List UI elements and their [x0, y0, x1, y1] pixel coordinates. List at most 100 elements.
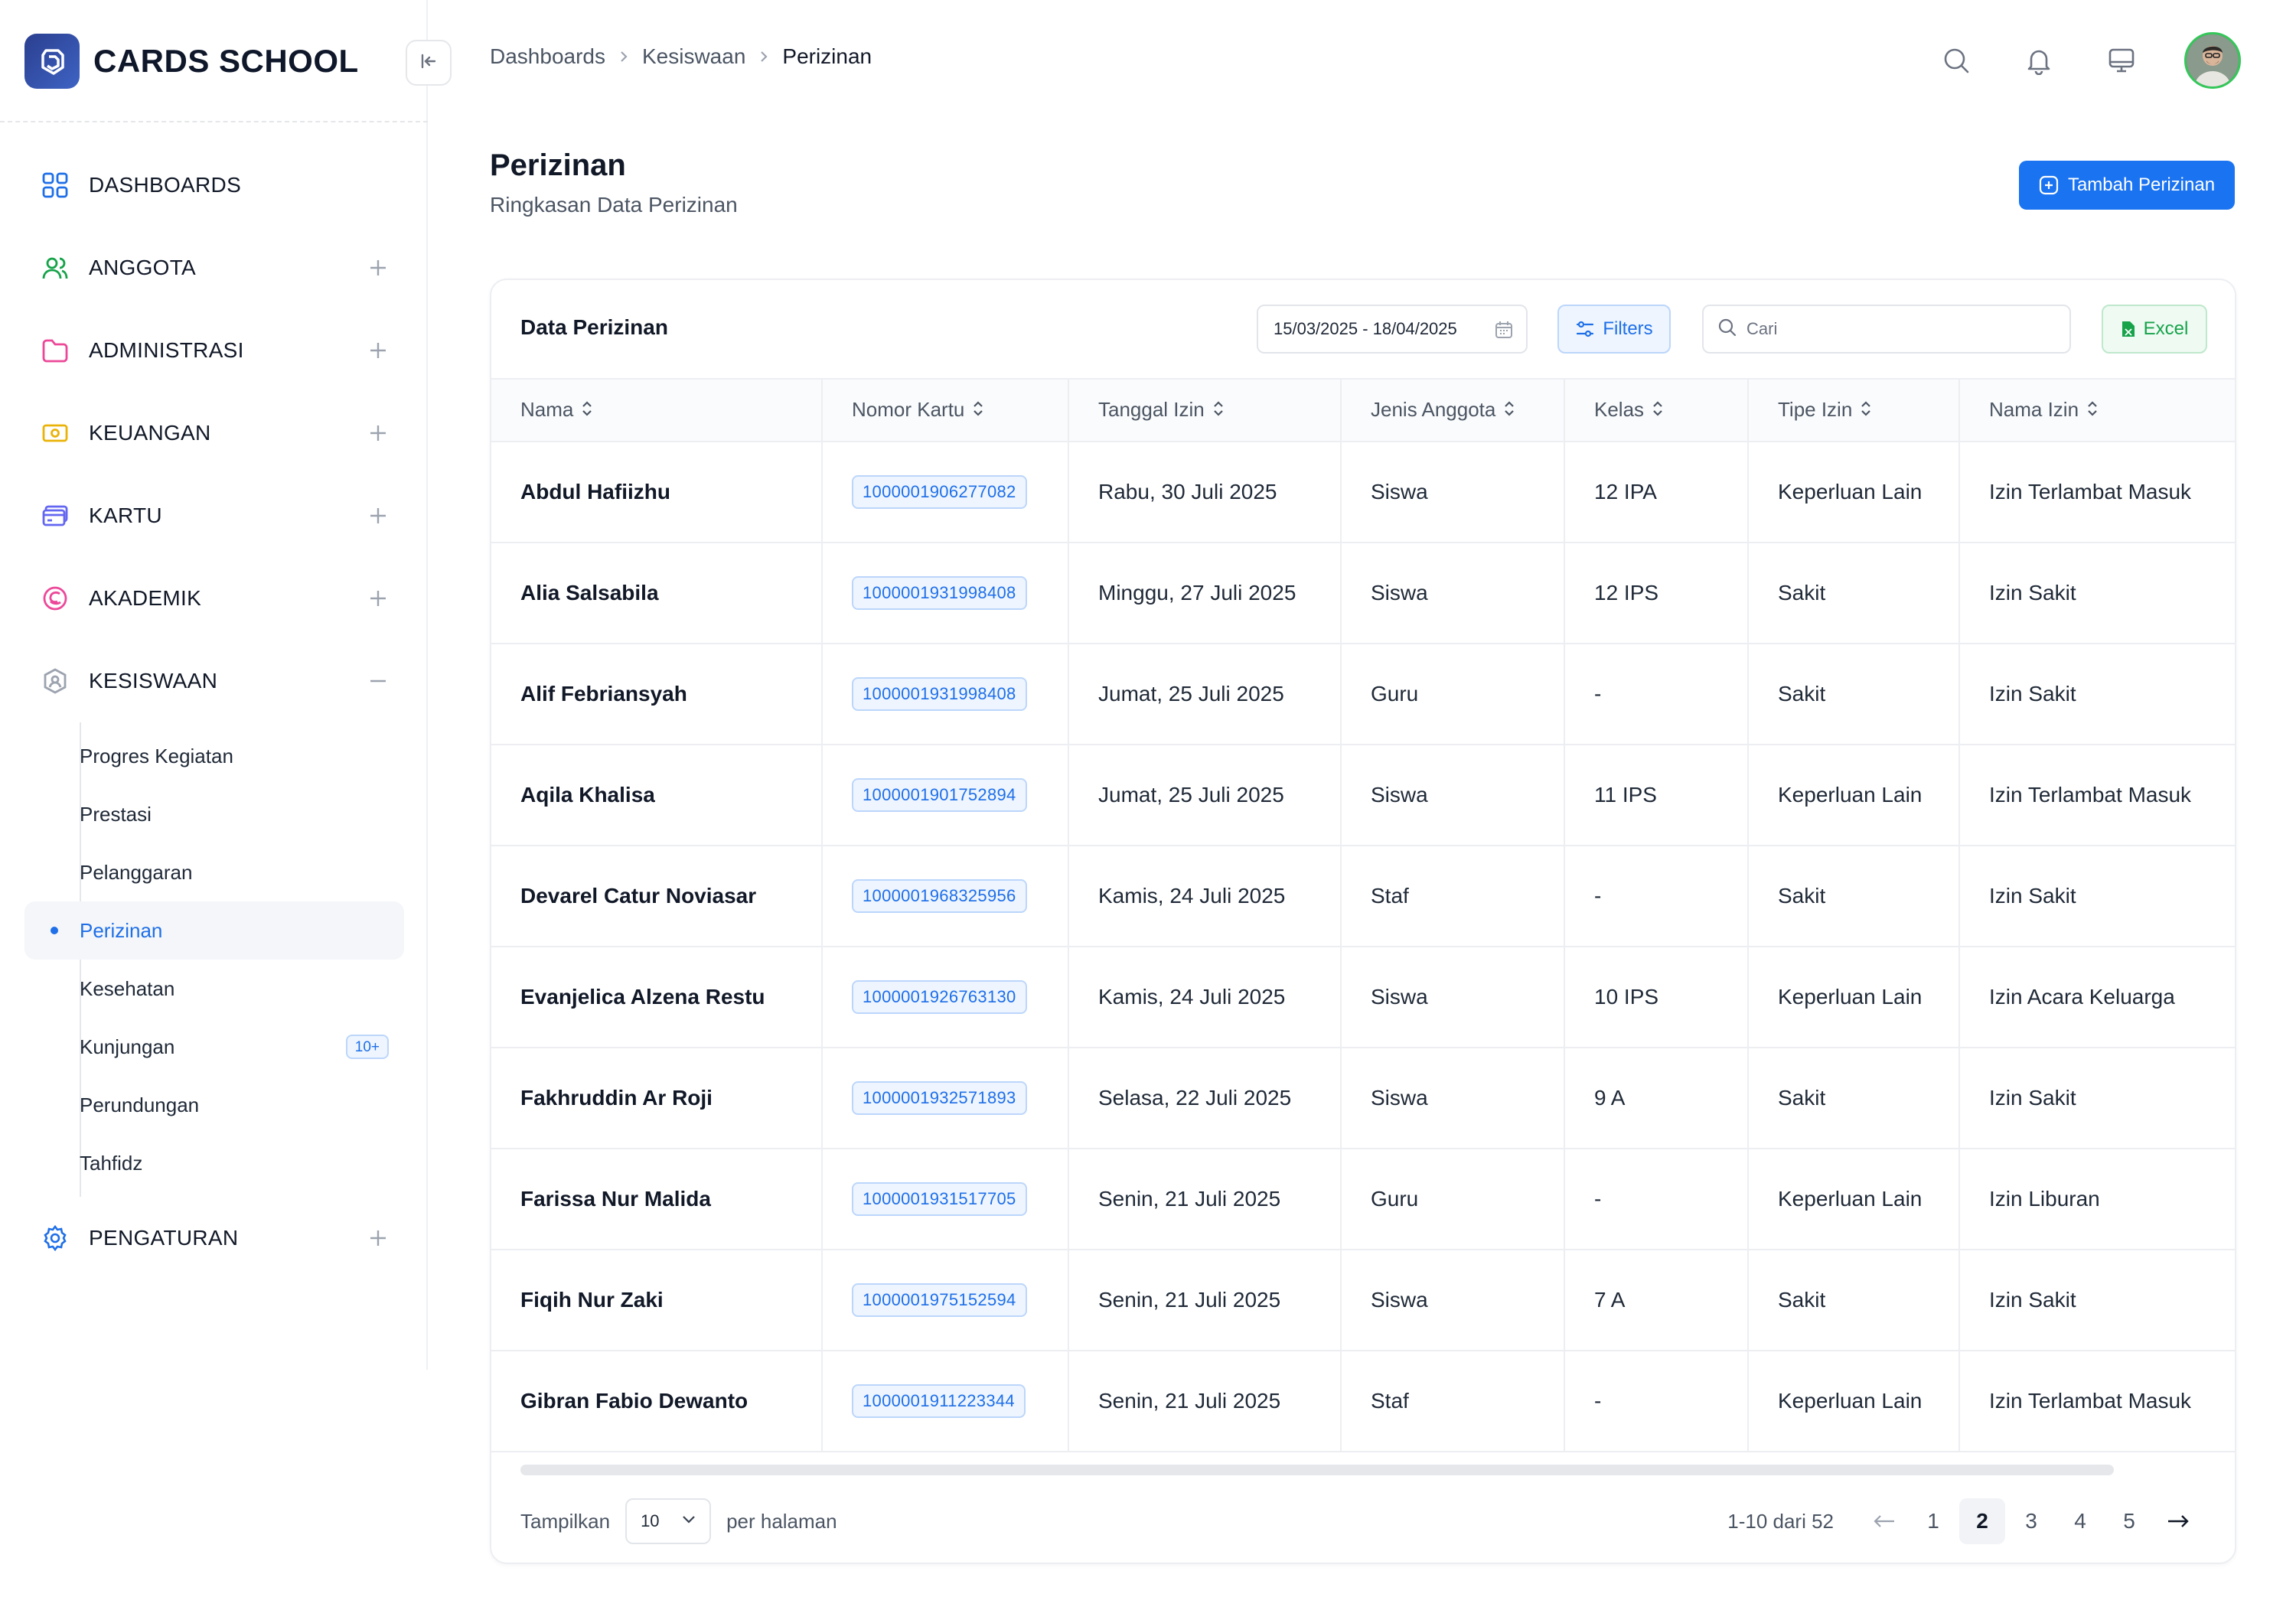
cell-member-type: Staf	[1341, 846, 1565, 947]
card-number-badge[interactable]: 1000001931998408	[852, 576, 1027, 610]
submenu-item-prestasi[interactable]: Prestasi	[24, 785, 404, 843]
kesiswaan-submenu: Progres Kegiatan Prestasi Pelanggaran Pe…	[24, 722, 404, 1197]
card-number-badge[interactable]: 1000001931998408	[852, 677, 1027, 711]
submenu-item-pelanggaran[interactable]: Pelanggaran	[24, 843, 404, 901]
page-number-button[interactable]: 3	[2025, 1509, 2037, 1533]
plus-icon[interactable]	[366, 504, 390, 528]
sidebar-item-administrasi[interactable]: ADMINISTRASI	[24, 309, 404, 392]
plus-icon[interactable]	[366, 586, 390, 611]
table-row[interactable]: Alif Febriansyah 1000001931998408 Jumat, 2…	[491, 644, 2235, 745]
card-number-badge[interactable]: 1000001911223344	[852, 1384, 1026, 1418]
sidebar-item-keuangan[interactable]: KEUANGAN	[24, 392, 404, 474]
search-box[interactable]	[1702, 305, 2071, 354]
sidebar-item-dashboards[interactable]: DASHBOARDS	[24, 144, 404, 227]
bell-icon[interactable]	[2017, 39, 2060, 82]
column-header-card-number[interactable]: Nomor Kartu	[822, 378, 1069, 442]
page-size-control: Tampilkan 10 per halaman	[520, 1498, 837, 1544]
cell-date: Kamis, 24 Juli 2025	[1068, 947, 1342, 1048]
submenu-item-kunjungan[interactable]: Kunjungan 10+	[24, 1018, 404, 1076]
sidebar-item-anggota[interactable]: ANGGOTA	[24, 227, 404, 309]
permission-data-card: Data Perizinan 15/03/2025 - 18/04/2025 F…	[490, 279, 2236, 1564]
cell-date: Selasa, 22 Juli 2025	[1068, 1048, 1342, 1149]
search-icon[interactable]	[1935, 39, 1978, 82]
cell-card-number: 1000001931517705	[822, 1149, 1069, 1250]
breadcrumb-current: Perizinan	[782, 44, 872, 68]
submenu-item-label: Kesehatan	[80, 976, 175, 1000]
breadcrumb-item[interactable]: Dashboards	[490, 44, 605, 68]
sidebar-item-kesiswaan[interactable]: KESISWAAN	[24, 640, 404, 722]
sidebar-item-pengaturan[interactable]: PENGATURAN	[24, 1197, 404, 1279]
card-number-badge[interactable]: 1000001931517705	[852, 1182, 1027, 1216]
submenu-item-kesehatan[interactable]: Kesehatan	[24, 960, 404, 1018]
minus-icon[interactable]	[366, 669, 390, 693]
page-number-button[interactable]: 5	[2123, 1509, 2135, 1533]
card-number-badge[interactable]: 1000001906277082	[852, 475, 1027, 509]
plus-icon[interactable]	[366, 1226, 390, 1250]
sidebar-item-akademik[interactable]: AKADEMIK	[24, 557, 404, 640]
horizontal-scrollbar[interactable]	[520, 1465, 2114, 1475]
plus-icon[interactable]	[366, 421, 390, 445]
column-header-permit-name[interactable]: Nama Izin	[1959, 378, 2235, 442]
column-header-member-type[interactable]: Jenis Anggota	[1341, 378, 1565, 442]
column-header-label: Nama Izin	[1989, 397, 2079, 421]
submenu-item-tahfidz[interactable]: Tahfidz	[24, 1134, 404, 1192]
brand[interactable]: CARDS SCHOOL	[24, 32, 359, 90]
card-number-badge[interactable]: 1000001932571893	[852, 1081, 1027, 1115]
card-number-badge[interactable]: 1000001968325956	[852, 879, 1027, 913]
card-icon	[40, 500, 70, 531]
column-header-date[interactable]: Tanggal Izin	[1068, 378, 1342, 442]
table-row[interactable]: Gibran Fabio Dewanto 1000001911223344 Seni…	[491, 1351, 2235, 1452]
avatar[interactable]	[2184, 32, 2241, 89]
export-excel-button[interactable]: Excel	[2102, 305, 2207, 354]
monitor-icon[interactable]	[2100, 39, 2143, 82]
cell-member-type: Guru	[1341, 1149, 1565, 1250]
submenu-item-label: Kunjungan	[80, 1035, 175, 1058]
sidebar-item-kartu[interactable]: KARTU	[24, 474, 404, 557]
column-header-name[interactable]: Nama	[491, 378, 823, 442]
page-size-select[interactable]: 10	[625, 1498, 712, 1544]
plus-icon[interactable]	[366, 256, 390, 280]
table-row[interactable]: Farissa Nur Malida 1000001931517705 Senin,…	[491, 1149, 2235, 1250]
card-number-badge[interactable]: 1000001975152594	[852, 1283, 1027, 1317]
collapse-sidebar-button[interactable]	[406, 40, 452, 86]
filters-button[interactable]: Filters	[1557, 305, 1671, 354]
table-row[interactable]: Alia Salsabila 1000001931998408 Minggu, 27…	[491, 543, 2235, 644]
submenu-item-perizinan[interactable]: Perizinan	[24, 901, 404, 960]
page-number-button[interactable]: 1	[1927, 1509, 1939, 1533]
add-permission-button[interactable]: Tambah Perizinan	[2019, 161, 2235, 210]
calendar-icon	[1494, 320, 1514, 344]
plus-icon[interactable]	[366, 338, 390, 363]
cell-name: Alia Salsabila	[491, 543, 823, 644]
card-number-badge[interactable]: 1000001926763130	[852, 980, 1027, 1014]
sort-icon	[972, 399, 984, 422]
show-label: Tampilkan	[520, 1509, 611, 1533]
table-row[interactable]: Fiqih Nur Zaki 1000001975152594 Senin, 21 …	[491, 1250, 2235, 1351]
submenu-item-label: Pelanggaran	[80, 860, 193, 884]
cell-name: Farissa Nur Malida	[491, 1149, 823, 1250]
cell-permit-type: Sakit	[1748, 1048, 1960, 1149]
submenu-item-progres-kegiatan[interactable]: Progres Kegiatan	[24, 727, 404, 785]
prev-page-arrow-icon[interactable]	[1861, 1498, 1907, 1544]
cell-permit-name: Izin Sakit	[1959, 1250, 2235, 1351]
column-header-class[interactable]: Kelas	[1564, 378, 1749, 442]
submenu-item-label: Tahfidz	[80, 1151, 143, 1175]
column-header-permit-type[interactable]: Tipe Izin	[1748, 378, 1960, 442]
date-range-picker[interactable]: 15/03/2025 - 18/04/2025	[1257, 305, 1528, 354]
table-row[interactable]: Aqila Khalisa 1000001901752894 Jumat, 25 J…	[491, 745, 2235, 846]
cell-permit-name: Izin Acara Keluarga	[1959, 947, 2235, 1048]
chevron-down-icon	[680, 1511, 697, 1532]
breadcrumb-item[interactable]: Kesiswaan	[641, 44, 746, 68]
submenu-item-perundungan[interactable]: Perundungan	[24, 1076, 404, 1134]
card-title: Data Perizinan	[520, 315, 668, 339]
cell-card-number: 1000001968325956	[822, 846, 1069, 947]
cell-class: 11 IPS	[1564, 745, 1749, 846]
table-row[interactable]: Abdul Hafiizhu 1000001906277082 Rabu, 30 J…	[491, 442, 2235, 543]
card-number-badge[interactable]: 1000001901752894	[852, 778, 1027, 812]
table-row[interactable]: Devarel Catur Noviasar 1000001968325956 Ka…	[491, 846, 2235, 947]
search-input[interactable]	[1746, 319, 2053, 339]
next-page-arrow-icon[interactable]	[2155, 1498, 2201, 1544]
table-row[interactable]: Fakhruddin Ar Roji 1000001932571893 Selasa…	[491, 1048, 2235, 1149]
table-row[interactable]: Evanjelica Alzena Restu 1000001926763130 K…	[491, 947, 2235, 1048]
page-number-button[interactable]: 2	[1959, 1498, 2005, 1544]
page-number-button[interactable]: 4	[2074, 1509, 2086, 1533]
